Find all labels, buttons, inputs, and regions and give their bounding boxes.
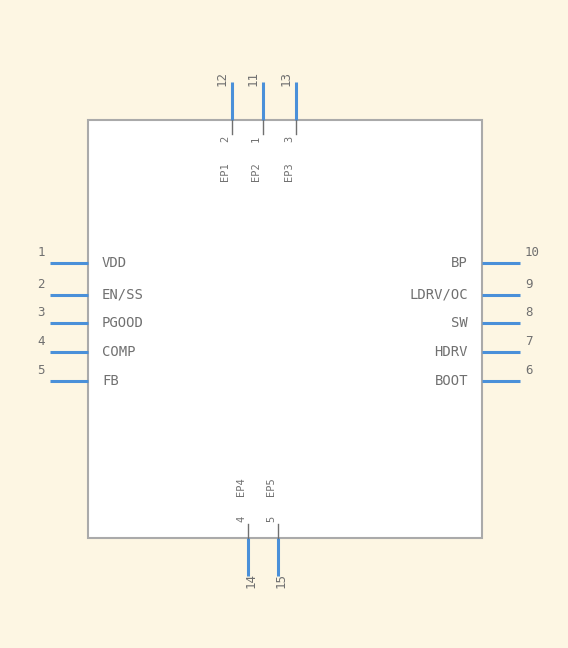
Text: FB: FB (102, 374, 119, 388)
Text: 2: 2 (220, 136, 230, 143)
Text: 12: 12 (216, 71, 229, 86)
Text: 4: 4 (37, 335, 45, 348)
Text: 5: 5 (37, 364, 45, 377)
Text: SW: SW (451, 316, 468, 330)
Text: 15: 15 (275, 572, 288, 588)
Text: LDRV/OC: LDRV/OC (410, 288, 468, 302)
Text: 2: 2 (37, 278, 45, 291)
Text: 6: 6 (525, 364, 533, 377)
Text: PGOOD: PGOOD (102, 316, 144, 330)
Text: VDD: VDD (102, 256, 127, 270)
Text: EP4: EP4 (236, 477, 246, 496)
Text: EP1: EP1 (220, 162, 230, 181)
Text: 1: 1 (251, 136, 261, 143)
Text: BP: BP (451, 256, 468, 270)
Text: EP5: EP5 (266, 477, 276, 496)
Text: EP3: EP3 (284, 162, 294, 181)
Text: 10: 10 (525, 246, 540, 259)
Text: 3: 3 (37, 306, 45, 319)
Text: 3: 3 (284, 136, 294, 143)
Text: 11: 11 (247, 71, 260, 86)
Text: EN/SS: EN/SS (102, 288, 144, 302)
Text: 14: 14 (245, 572, 258, 588)
Text: 1: 1 (37, 246, 45, 259)
Text: 13: 13 (280, 71, 293, 86)
Text: 7: 7 (525, 335, 533, 348)
Text: 8: 8 (525, 306, 533, 319)
Text: HDRV: HDRV (435, 345, 468, 359)
Text: 5: 5 (266, 516, 276, 522)
Text: COMP: COMP (102, 345, 136, 359)
Text: 9: 9 (525, 278, 533, 291)
Text: 4: 4 (236, 516, 246, 522)
Text: BOOT: BOOT (435, 374, 468, 388)
Bar (88, 120, 482, 538)
Text: EP2: EP2 (251, 162, 261, 181)
